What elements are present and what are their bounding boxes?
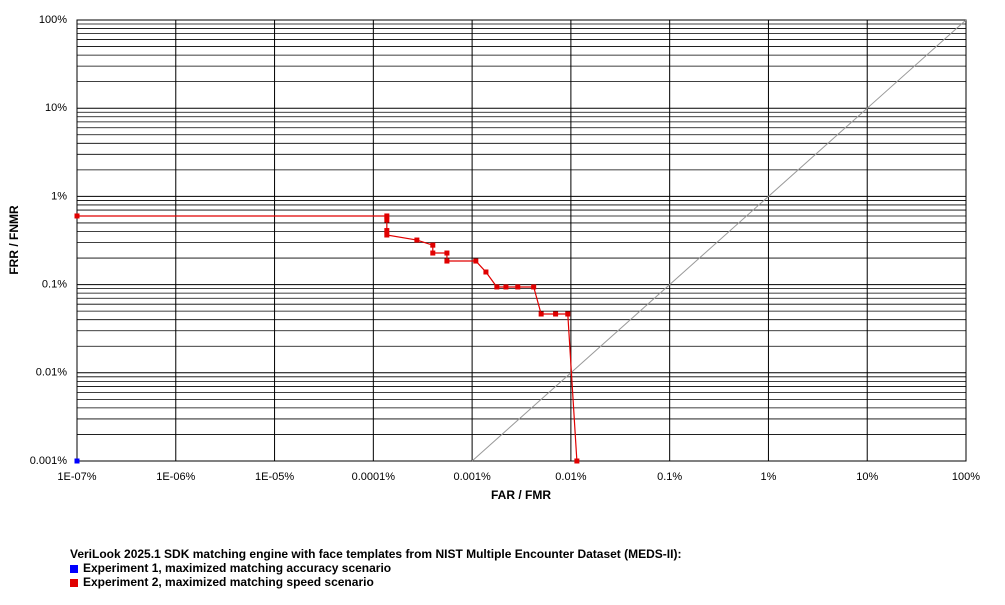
data-point	[384, 217, 390, 223]
x-tick-label: 10%	[856, 471, 878, 483]
y-tick-label: 100%	[39, 14, 67, 26]
data-point	[384, 213, 390, 219]
x-tick-label: 0.0001%	[352, 471, 396, 483]
data-point	[384, 228, 390, 234]
y-tick-label: 10%	[45, 102, 67, 114]
legend-label: Experiment 1, maximized matching accurac…	[83, 561, 391, 575]
x-tick-label: 1E-05%	[255, 471, 294, 483]
data-point	[430, 250, 436, 256]
y-tick-label: 0.001%	[30, 455, 68, 467]
data-point	[444, 250, 450, 256]
legend-title: VeriLook 2025.1 SDK matching engine with…	[70, 547, 681, 561]
x-tick-label: 1%	[760, 471, 776, 483]
data-point	[444, 258, 450, 264]
y-tick-label: 0.1%	[42, 279, 67, 291]
legend-swatch	[70, 579, 78, 587]
legend-label: Experiment 2, maximized matching speed s…	[83, 575, 374, 589]
x-tick-label: 0.01%	[555, 471, 586, 483]
data-point	[473, 258, 479, 264]
data-point	[515, 284, 521, 290]
data-point	[503, 284, 509, 290]
x-tick-label: 1E-07%	[57, 471, 96, 483]
diagonal-reference	[471, 19, 967, 462]
y-tick-label: 1%	[51, 190, 67, 202]
y-tick-label: 0.01%	[36, 367, 67, 379]
data-point	[553, 311, 559, 317]
data-point	[565, 311, 571, 317]
data-point	[414, 237, 420, 243]
y-axis-label: FRR / FNMR	[7, 205, 21, 275]
x-tick-label: 0.001%	[453, 471, 491, 483]
data-point	[384, 232, 390, 238]
x-tick-label: 0.1%	[657, 471, 682, 483]
x-tick-label: 100%	[952, 471, 980, 483]
data-point	[538, 311, 544, 317]
data-point	[531, 284, 537, 290]
data-point	[74, 458, 80, 464]
x-tick-label: 1E-06%	[156, 471, 195, 483]
data-point	[74, 213, 80, 219]
data-point	[483, 269, 489, 275]
plot-border	[76, 19, 967, 462]
data-point	[574, 458, 580, 464]
data-point	[494, 284, 500, 290]
data-point	[430, 242, 436, 248]
x-axis-label: FAR / FMR	[491, 488, 551, 502]
legend-swatch	[70, 565, 78, 573]
